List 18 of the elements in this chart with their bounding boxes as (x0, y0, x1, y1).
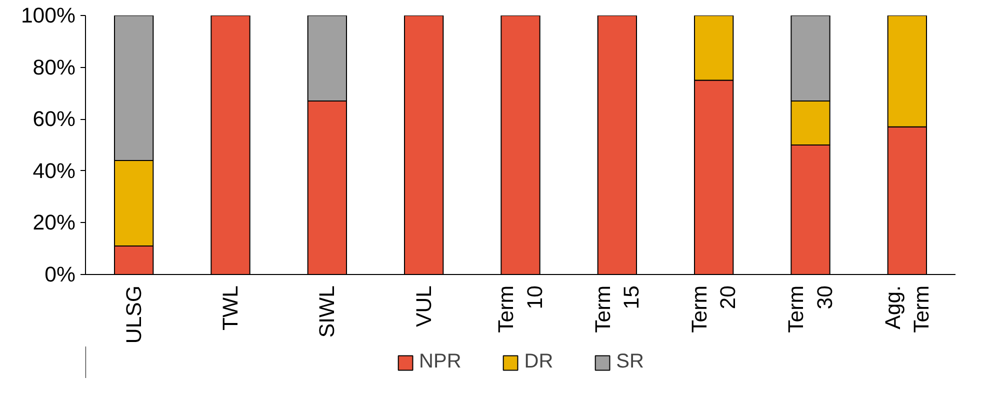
x-tick-label: Term 30 (784, 285, 837, 333)
x-tick-label: TWL (218, 285, 242, 331)
legend-label: DR (524, 350, 554, 374)
legend-label: SR (616, 350, 644, 374)
y-tick-label: 20% (32, 210, 76, 235)
y-tick-label: 40% (32, 158, 76, 183)
x-tick-label: Term 20 (687, 285, 740, 333)
y-tick-label: 100% (20, 4, 76, 28)
y-tick-label: 80% (32, 55, 76, 80)
x-tick-label: Term 15 (590, 285, 644, 333)
x-tick-label: Agg. Term (880, 285, 934, 333)
y-tick-label: 0% (44, 262, 76, 286)
y-tick-label: 60% (32, 107, 76, 132)
x-tick-label: SIWL (315, 285, 340, 338)
x-tick-label: VUL (412, 285, 436, 327)
x-tick-label: ULSG (122, 285, 146, 344)
legend-label: NPR (419, 350, 462, 374)
x-tick-label: Term 10 (494, 285, 547, 333)
